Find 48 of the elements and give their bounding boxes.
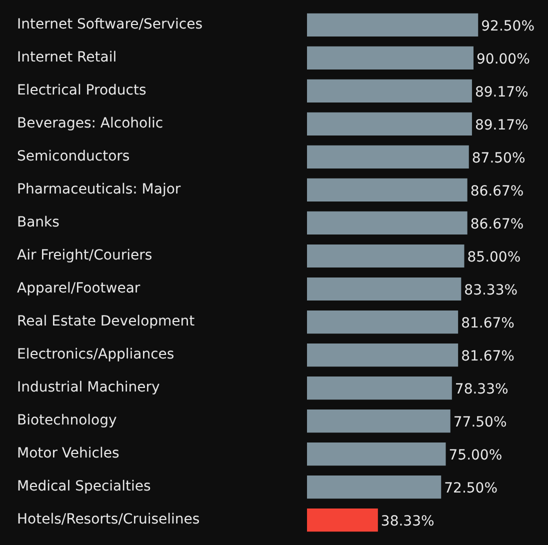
bar	[307, 508, 378, 532]
y-tick-label: Semiconductors	[17, 148, 130, 165]
bar	[307, 376, 452, 400]
y-tick-label: Banks	[17, 214, 60, 231]
bar	[307, 145, 469, 169]
y-tick-label: Electronics/Appliances	[17, 346, 174, 363]
data-label: 92.50%	[481, 18, 535, 35]
bar	[307, 211, 468, 235]
y-tick-label: Hotels/Resorts/Cruiselines	[17, 512, 200, 528]
bar	[307, 343, 458, 367]
bar	[307, 46, 474, 70]
data-label: 83.33%	[464, 282, 518, 299]
bar	[307, 442, 446, 466]
data-label: 75.00%	[448, 448, 502, 464]
y-tick-label: Electrical Products	[17, 82, 146, 99]
data-label: 81.67%	[461, 316, 514, 332]
bar	[307, 112, 472, 136]
bar	[307, 13, 478, 36]
data-label: 85.00%	[467, 250, 521, 266]
data-label: 87.50%	[472, 150, 526, 167]
bar	[307, 79, 472, 102]
y-tick-label: Apparel/Footwear	[17, 280, 140, 297]
y-tick-label: Biotechnology	[17, 412, 117, 429]
data-label: 90.00%	[476, 52, 530, 68]
data-label: 81.67%	[461, 348, 514, 365]
y-tick-label: Air Freight/Couriers	[17, 248, 152, 264]
data-label: 77.50%	[453, 414, 507, 431]
data-label: 38.33%	[380, 514, 434, 530]
y-tick-label: Beverages: Alcoholic	[17, 116, 164, 132]
data-label: 89.17%	[474, 118, 528, 134]
bar	[307, 277, 462, 301]
data-label: 86.67%	[470, 216, 524, 233]
data-label: 89.17%	[474, 84, 528, 101]
bar	[307, 310, 458, 334]
data-label: 86.67%	[470, 184, 524, 200]
y-tick-label: Medical Specialties	[17, 478, 151, 495]
bar	[307, 244, 464, 268]
data-label: 72.50%	[444, 480, 498, 497]
bar	[307, 476, 442, 499]
y-tick-label: Real Estate Development	[17, 314, 196, 330]
y-tick-label: Internet Software/Services	[17, 16, 203, 33]
y-tick-label: Motor Vehicles	[17, 446, 120, 462]
y-tick-label: Industrial Machinery	[17, 380, 160, 396]
y-tick-label: Pharmaceuticals: Major	[17, 182, 181, 198]
bar	[307, 410, 450, 433]
y-tick-label: Internet Retail	[17, 50, 117, 66]
data-label: 78.33%	[454, 382, 508, 398]
bar	[307, 178, 468, 202]
